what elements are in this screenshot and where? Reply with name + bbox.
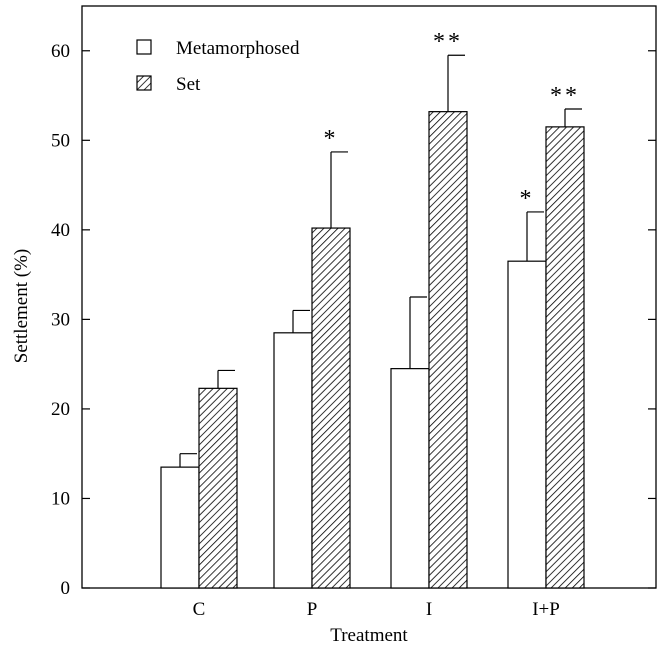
significance-label: *	[324, 126, 339, 152]
x-tick-label: P	[307, 599, 318, 620]
bar-metamorphosed-1	[273, 332, 313, 589]
x-tick-label: I+P	[532, 599, 560, 620]
significance-label: *	[520, 186, 535, 212]
y-tick-label: 10	[51, 488, 70, 509]
y-tick-label: 0	[61, 578, 71, 599]
significance-label: **	[433, 29, 463, 55]
bar-set-3	[545, 126, 585, 589]
bar-set-0	[198, 387, 238, 589]
bar-set-2	[428, 111, 468, 589]
bar-metamorphosed-2	[390, 368, 430, 589]
y-axis: 0 10 20 30 40 50 60	[51, 41, 656, 599]
x-axis: C P I I+P	[193, 580, 560, 620]
legend-swatch-metamorphosed	[136, 39, 152, 55]
y-tick-label: 40	[51, 220, 70, 241]
y-tick-label: 20	[51, 399, 70, 420]
plot-border	[81, 5, 657, 589]
y-axis-label: Settlement (%)	[11, 249, 32, 364]
significance-label: **	[550, 83, 580, 109]
plot-frame	[81, 5, 657, 589]
legend-label-metamorphosed: Metamorphosed	[176, 38, 300, 59]
y-tick-label: 50	[51, 130, 70, 151]
x-tick-label: I	[426, 599, 432, 620]
bar-set-1	[311, 227, 351, 589]
legend-label-set: Set	[176, 74, 201, 95]
y-tick-label: 30	[51, 309, 70, 330]
y-tick-label: 60	[51, 41, 70, 62]
bar-metamorphosed-0	[160, 466, 200, 589]
bar-metamorphosed-3	[507, 260, 547, 589]
x-tick-label: C	[193, 599, 206, 620]
x-axis-label: Treatment	[330, 625, 408, 646]
legend: Metamorphosed Set	[136, 38, 300, 95]
bars: ******	[160, 29, 585, 589]
legend-swatch-set	[136, 75, 152, 91]
